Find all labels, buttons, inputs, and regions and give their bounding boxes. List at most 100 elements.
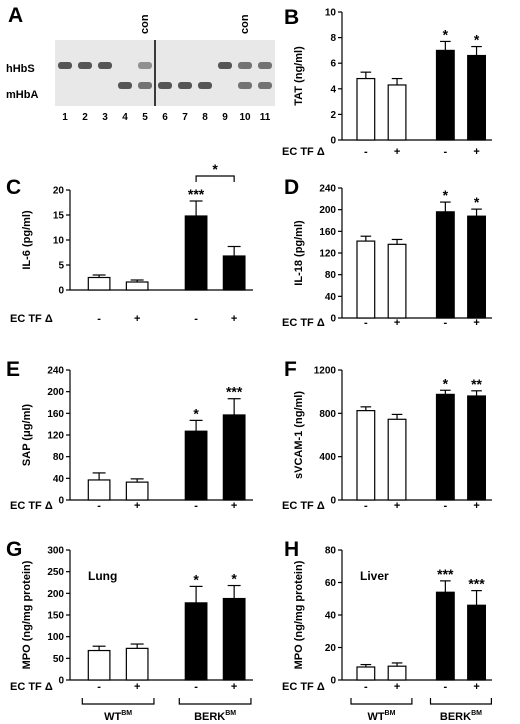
y-tick-label: 120 <box>319 249 336 260</box>
gel-label-mHbA: mHbA <box>6 89 38 101</box>
y-tick-label: 1200 <box>314 366 337 377</box>
bar <box>356 410 376 501</box>
chart-B: B 0 2 4 6 8 10 TAT (ng/ml) * * EC TF Δ - + - + <box>282 6 492 158</box>
bar <box>184 602 208 681</box>
condition-tick: + <box>134 500 140 512</box>
bar <box>184 215 208 291</box>
y-tick-label: 60 <box>325 578 337 589</box>
y-axis-label: sVCAM-1 (ng/ml) <box>293 391 305 479</box>
y-tick-label: 100 <box>47 632 64 643</box>
group-superscript: BM <box>471 710 482 717</box>
bar <box>87 479 111 501</box>
gel-band-hHbS <box>98 62 112 69</box>
gel-band-mHbA <box>198 82 212 89</box>
y-tick-label: 240 <box>319 184 336 195</box>
bar <box>435 49 455 141</box>
condition-label: EC TF Δ <box>10 500 53 512</box>
gel-con-label: con <box>239 14 251 34</box>
condition-label: EC TF Δ <box>282 681 325 693</box>
condition-tick: + <box>473 681 479 693</box>
y-axis-label: TAT (ng/ml) <box>293 46 305 106</box>
group-name: BERK <box>440 711 471 723</box>
y-tick-label: 200 <box>319 205 336 216</box>
condition-tick: - <box>97 313 101 325</box>
gel-lane-number: 8 <box>202 112 208 123</box>
y-tick-label: 80 <box>325 546 337 557</box>
condition-tick: - <box>194 313 198 325</box>
y-tick-label: 0 <box>58 676 64 687</box>
y-axis-label: MPO (ng/mg protein) <box>293 560 305 669</box>
gel-band-hHbS <box>258 62 272 69</box>
condition-tick: - <box>364 681 368 693</box>
bar <box>222 597 246 681</box>
gel-lane-number: 3 <box>102 112 108 123</box>
condition-label: EC TF Δ <box>10 681 53 693</box>
group-name: WT <box>367 711 384 723</box>
significance-label: * <box>474 32 480 48</box>
gel-lane-number: 7 <box>182 112 188 123</box>
bar <box>87 649 111 681</box>
y-tick-label: 40 <box>325 292 337 303</box>
y-tick-label: 80 <box>325 270 337 281</box>
panel-letter-D: D <box>284 176 299 199</box>
condition-tick: + <box>231 500 237 512</box>
bar <box>435 591 455 681</box>
gel-band-mHbA <box>258 82 272 89</box>
gel-band-hHbS <box>58 62 72 69</box>
y-tick-label: 250 <box>47 567 64 578</box>
bar <box>467 395 487 501</box>
bar <box>356 666 376 681</box>
panel-letter-H: H <box>284 538 299 561</box>
condition-tick: - <box>97 500 101 512</box>
gel-con-label: con <box>139 14 151 34</box>
panel-letter-F: F <box>284 358 297 381</box>
condition-tick: - <box>444 681 448 693</box>
condition-tick: - <box>194 500 198 512</box>
gel-band-hHbS <box>238 62 252 69</box>
condition-tick: - <box>444 500 448 512</box>
gel-band-mHbA <box>118 82 132 89</box>
y-tick-label: 6 <box>330 59 336 70</box>
y-tick-label: 8 <box>330 33 336 44</box>
bar <box>125 281 149 291</box>
condition-tick: - <box>364 500 368 512</box>
gel-lane-number: 5 <box>142 112 148 123</box>
panel-letter-B: B <box>284 6 299 29</box>
bar <box>387 84 407 141</box>
y-axis-label: MPO (ng/mg protein) <box>21 560 33 669</box>
y-axis-label: IL-6 (pg/ml) <box>21 210 33 270</box>
y-tick-label: 150 <box>47 611 64 622</box>
gel-lane-number: 9 <box>222 112 228 123</box>
y-tick-label: 40 <box>53 474 65 485</box>
gel-lane-number: 11 <box>260 112 271 123</box>
panel-title: Liver <box>360 569 389 583</box>
chart-D: D 0 40 80 120 160 200 240 IL-18 (pg/ml) * * EC TF Δ… <box>282 176 492 329</box>
y-tick-label: 200 <box>47 589 64 600</box>
significance-label: * <box>231 571 237 587</box>
gel-lane-number: 6 <box>162 112 168 123</box>
significance-label: * <box>443 187 449 203</box>
y-tick-label: 10 <box>325 8 337 19</box>
condition-label: EC TF Δ <box>282 500 325 512</box>
condition-label: EC TF Δ <box>282 317 325 329</box>
group-label: WTBM <box>367 710 395 723</box>
significance-label: *** <box>188 186 205 202</box>
condition-tick: + <box>394 500 400 512</box>
y-tick-label: 40 <box>325 611 337 622</box>
y-tick-label: 200 <box>47 387 64 398</box>
condition-label: EC TF Δ <box>282 146 325 158</box>
significance-label: ** <box>471 376 482 392</box>
condition-tick: + <box>473 317 479 329</box>
gel-band-mHbA <box>138 82 152 89</box>
panel-letter-E: E <box>6 358 20 381</box>
y-tick-label: 0 <box>58 496 64 507</box>
condition-tick: + <box>394 146 400 158</box>
y-tick-label: 160 <box>319 227 336 238</box>
panel-title: Lung <box>88 569 117 583</box>
condition-tick: + <box>134 313 140 325</box>
y-tick-label: 4 <box>330 84 336 95</box>
y-axis-label: IL-18 (pg/ml) <box>293 220 305 286</box>
group-superscript: BM <box>385 710 396 717</box>
